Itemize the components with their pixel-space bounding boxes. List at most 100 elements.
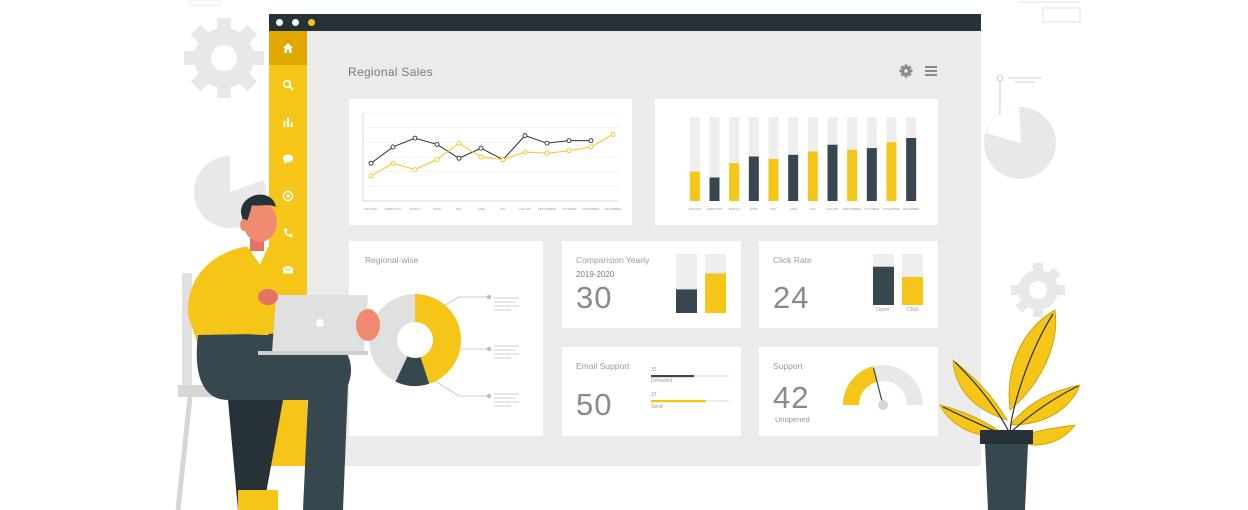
support-title: Support <box>773 361 803 371</box>
delivered-label: Delivered <box>651 378 673 384</box>
line-chart-point <box>368 160 374 166</box>
click-rate-title: Click Rate <box>773 255 812 265</box>
bar-chart-bar <box>748 156 759 201</box>
line-chart-card: JANUARY FEBRUARY MARCH APRIL MAY JUNE JULY AUGU… <box>349 99 632 225</box>
bar-chart-tick-label: JULY <box>809 207 816 211</box>
regional-wise-title: Regional-wise <box>365 255 419 265</box>
window-titlebar <box>269 14 981 31</box>
line-chart-point <box>412 167 418 173</box>
bar-chart-bar <box>866 148 877 201</box>
send-label: Send <box>651 404 663 410</box>
home-icon <box>283 43 293 53</box>
bar-chart-tick-label: OCTOBER <box>864 207 880 211</box>
support-gauge <box>843 365 923 410</box>
bar-chart-bar <box>827 144 838 201</box>
bar-chart-tick-label: MAY <box>770 207 776 211</box>
line-chart-tick-label: APRIL <box>433 207 442 211</box>
at-icon <box>282 190 294 202</box>
line-chart-point <box>412 135 418 141</box>
regional-pie-chart <box>369 294 461 386</box>
click-rate-open-label: Open <box>876 307 890 313</box>
line-chart-point <box>390 144 396 150</box>
bar-chart-bar <box>847 149 858 201</box>
gauge-fill <box>843 366 878 405</box>
send-count: 37 <box>651 392 657 398</box>
support-value: 42 <box>773 380 810 415</box>
gear-decoration-icon <box>184 18 264 98</box>
click-rate-card: Click Rate 24 Open Click <box>759 241 938 328</box>
mail-icon <box>282 266 294 274</box>
line-chart-point <box>478 145 484 151</box>
window-dot-3[interactable] <box>308 19 315 26</box>
sidebar-item-analytics[interactable] <box>269 105 307 139</box>
comparison-title: Comparision Yearly <box>576 255 650 265</box>
menu-icon[interactable] <box>924 64 938 78</box>
line-chart-point <box>434 141 440 147</box>
line-chart-point <box>566 148 572 154</box>
line-chart-tick-label: NOVEMBER <box>582 207 600 211</box>
bar-chart-bar <box>886 142 897 201</box>
line-chart-tick-label: JULY <box>499 207 506 211</box>
support-sublabel: Unopened <box>775 415 810 424</box>
line-chart-tick-label: MAY <box>456 207 462 211</box>
line-chart: JANUARY FEBRUARY MARCH APRIL MAY JUNE JULY AUGU… <box>362 112 622 211</box>
line-chart-point <box>500 157 506 162</box>
bar-chart-tick-label: SEPTEMBER <box>843 207 862 211</box>
bar-chart-tick-label: APRIL <box>749 207 758 211</box>
line-chart-point <box>588 138 594 144</box>
sidebar-item-phone[interactable] <box>269 216 307 250</box>
bar-chart-icon <box>283 118 293 127</box>
line-chart-tick-label: DECEMBER <box>604 207 622 211</box>
bar-chart-card: JANUARY FEBRUARY MARCH APRIL MAY JUNE JULY AUGU… <box>655 99 938 225</box>
bar-chart: JANUARY FEBRUARY MARCH APRIL MAY JUNE JULY AUGU… <box>688 117 921 211</box>
bar-chart-track <box>709 117 720 201</box>
bar-chart-tick-label: JANUARY <box>688 207 702 211</box>
line-chart-point <box>566 138 572 144</box>
bar-chart-tick-label: MARCH <box>729 207 740 211</box>
sidebar-item-chat[interactable] <box>269 142 307 176</box>
gear-icon[interactable] <box>899 64 913 78</box>
line-chart-tick-label: SEPTEMBER <box>538 207 557 211</box>
line-chart-point <box>456 155 462 161</box>
bar-chart-bar <box>788 154 799 201</box>
line-chart-tick-label: JANUARY <box>364 207 378 211</box>
email-support-value: 50 <box>576 387 613 422</box>
comparison-value: 30 <box>576 280 613 315</box>
line-chart-point <box>588 144 594 150</box>
line-chart-point <box>544 140 550 146</box>
pie-slice <box>395 356 430 386</box>
window-dot-1[interactable] <box>276 19 283 26</box>
line-chart-tick-label: JUNE <box>477 207 485 211</box>
window-dot-2[interactable] <box>292 19 299 26</box>
sidebar-item-mentions[interactable] <box>269 179 307 213</box>
chat-icon <box>283 154 293 164</box>
bar-chart-bar <box>807 151 818 201</box>
comparison-bar-chart <box>676 254 726 313</box>
mini-bar <box>676 289 697 313</box>
line-chart-point <box>610 131 616 137</box>
line-chart-point <box>368 173 374 179</box>
bar-chart-track <box>729 117 740 201</box>
sidebar-item-search[interactable] <box>269 68 307 102</box>
comparison-subtitle: 2019-2020 <box>576 270 615 279</box>
line-chart-tick-label: OCTOBER <box>562 207 578 211</box>
bar-chart-tick-label: FEBRUARY <box>706 207 722 211</box>
line-chart-point <box>456 140 462 146</box>
email-support-title: Email Support <box>576 361 630 371</box>
comparison-yearly-card: Comparision Yearly 2019-2020 30 <box>562 241 741 328</box>
progress-fill <box>651 400 706 403</box>
sidebar-item-mail[interactable] <box>269 253 307 287</box>
phone-icon <box>283 228 293 238</box>
bar-chart-tick-label: JUNE <box>789 207 797 211</box>
line-chart-point <box>478 154 484 160</box>
pie-slice <box>415 294 461 384</box>
sidebar-item-home[interactable] <box>269 31 307 65</box>
bar-chart-tick-label: DECEMBER <box>903 207 921 211</box>
line-chart-point <box>434 157 440 162</box>
click-rate-value: 24 <box>773 280 810 315</box>
click-rate-click-label: Click <box>907 307 919 313</box>
mini-bar <box>902 276 923 305</box>
bar-chart-tick-label: NOVEMBER <box>883 207 901 211</box>
search-icon <box>282 79 294 91</box>
pie-slice <box>369 294 415 382</box>
